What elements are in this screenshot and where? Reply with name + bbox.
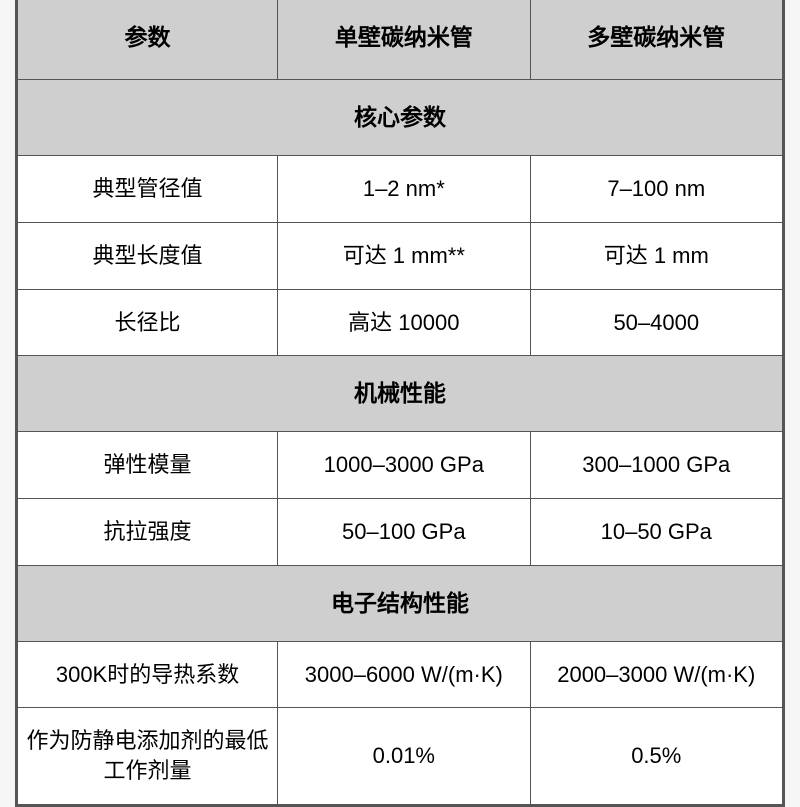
row-label: 典型管径值 — [18, 156, 278, 223]
section-header: 核心参数 — [18, 80, 783, 156]
row-value-swcnt: 0.01% — [278, 708, 530, 804]
row-value-mwcnt: 300–1000 GPa — [530, 432, 782, 499]
table-row: 300K时的导热系数 3000–6000 W/(m·K) 2000–3000 W… — [18, 641, 783, 708]
section-title: 电子结构性能 — [18, 565, 783, 641]
row-value-mwcnt: 10–50 GPa — [530, 499, 782, 566]
row-label: 抗拉强度 — [18, 499, 278, 566]
table-row: 弹性模量 1000–3000 GPa 300–1000 GPa — [18, 432, 783, 499]
col-header-swcnt: 单壁碳纳米管 — [278, 0, 530, 80]
row-label: 作为防静电添加剂的最低工作剂量 — [18, 708, 278, 804]
table-body: 核心参数 典型管径值 1–2 nm* 7–100 nm 典型长度值 可达 1 m… — [18, 80, 783, 805]
table-header: 参数 单壁碳纳米管 多壁碳纳米管 — [18, 0, 783, 80]
row-label: 典型长度值 — [18, 222, 278, 289]
row-value-swcnt: 1000–3000 GPa — [278, 432, 530, 499]
table-row: 典型长度值 可达 1 mm** 可达 1 mm — [18, 222, 783, 289]
comparison-table-container: 参数 单壁碳纳米管 多壁碳纳米管 核心参数 典型管径值 1–2 nm* 7–10… — [15, 0, 785, 807]
table-row: 长径比 高达 10000 50–4000 — [18, 289, 783, 356]
row-value-swcnt: 1–2 nm* — [278, 156, 530, 223]
row-value-mwcnt: 可达 1 mm — [530, 222, 782, 289]
row-value-mwcnt: 50–4000 — [530, 289, 782, 356]
table-row: 典型管径值 1–2 nm* 7–100 nm — [18, 156, 783, 223]
col-header-mwcnt: 多壁碳纳米管 — [530, 0, 782, 80]
row-value-swcnt: 50–100 GPa — [278, 499, 530, 566]
table-row: 作为防静电添加剂的最低工作剂量 0.01% 0.5% — [18, 708, 783, 804]
section-title: 核心参数 — [18, 80, 783, 156]
row-value-mwcnt: 0.5% — [530, 708, 782, 804]
row-value-mwcnt: 2000–3000 W/(m·K) — [530, 641, 782, 708]
row-value-mwcnt: 7–100 nm — [530, 156, 782, 223]
row-label: 弹性模量 — [18, 432, 278, 499]
section-header: 机械性能 — [18, 356, 783, 432]
section-header: 电子结构性能 — [18, 565, 783, 641]
row-value-swcnt: 3000–6000 W/(m·K) — [278, 641, 530, 708]
row-value-swcnt: 可达 1 mm** — [278, 222, 530, 289]
section-title: 机械性能 — [18, 356, 783, 432]
col-header-param: 参数 — [18, 0, 278, 80]
comparison-table: 参数 单壁碳纳米管 多壁碳纳米管 核心参数 典型管径值 1–2 nm* 7–10… — [17, 0, 783, 805]
table-row: 抗拉强度 50–100 GPa 10–50 GPa — [18, 499, 783, 566]
row-value-swcnt: 高达 10000 — [278, 289, 530, 356]
row-label: 300K时的导热系数 — [18, 641, 278, 708]
row-label: 长径比 — [18, 289, 278, 356]
